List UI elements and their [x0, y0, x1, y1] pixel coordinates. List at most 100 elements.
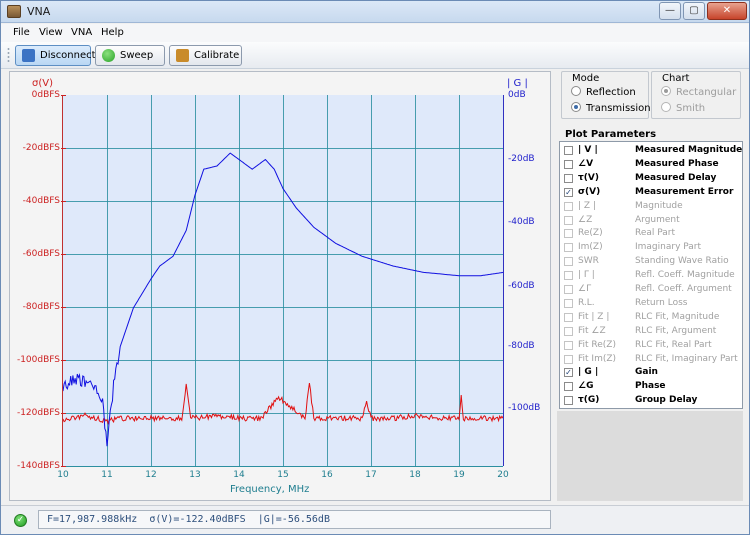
- param-checkbox[interactable]: [564, 355, 573, 364]
- side-panel: Mode Reflection Transmission Chart Recta…: [557, 71, 743, 501]
- close-button[interactable]: ✕: [707, 2, 747, 20]
- param-checkbox[interactable]: [564, 327, 573, 336]
- calibrate-button[interactable]: Calibrate: [169, 45, 242, 66]
- param-checkbox[interactable]: [564, 313, 573, 322]
- param-checkbox[interactable]: ✓: [564, 188, 573, 197]
- minimize-button[interactable]: —: [659, 2, 681, 20]
- param-symbol: | Γ |: [578, 270, 595, 280]
- chart-rectangular-radio[interactable]: Rectangular: [661, 86, 736, 98]
- param-row[interactable]: Fit | Z | RLC Fit, Magnitude: [560, 311, 742, 325]
- param-checkbox[interactable]: [564, 271, 573, 280]
- param-symbol: ∠Γ: [578, 284, 591, 294]
- right-tick-label: 0dB: [508, 90, 526, 100]
- param-checkbox[interactable]: [564, 299, 573, 308]
- param-row[interactable]: ✓ σ(V) Measurement Error: [560, 186, 742, 200]
- param-symbol: σ(V): [578, 187, 600, 197]
- param-row[interactable]: ∠Γ Refl. Coeff. Argument: [560, 283, 742, 297]
- param-label: Standing Wave Ratio: [635, 256, 729, 266]
- param-label: Measured Phase: [635, 159, 719, 169]
- plug-icon: [22, 49, 35, 62]
- x-tick-label: 18: [405, 470, 425, 480]
- x-tick-label: 10: [53, 470, 73, 480]
- param-symbol: τ(V): [578, 173, 599, 183]
- right-tick-label: -40dB: [508, 217, 535, 227]
- title-bar[interactable]: VNA — ▢ ✕: [1, 1, 749, 23]
- sweep-button[interactable]: Sweep: [95, 45, 165, 66]
- param-row[interactable]: τ(G) Group Delay: [560, 394, 742, 408]
- mode-reflection-radio[interactable]: Reflection: [571, 86, 636, 98]
- param-checkbox[interactable]: [564, 229, 573, 238]
- plot-parameters-list[interactable]: | V | Measured Magnitude ∠V Measured Phase τ…: [559, 141, 743, 409]
- menu-view[interactable]: View: [39, 27, 63, 38]
- toolbar: Disconnect Sweep Calibrate: [1, 42, 749, 69]
- param-checkbox[interactable]: [564, 146, 573, 155]
- param-row[interactable]: Fit Im(Z) RLC Fit, Imaginary Part: [560, 353, 742, 367]
- check-icon: ✓: [14, 514, 27, 527]
- param-symbol: | Z |: [578, 201, 596, 211]
- chart-smith-radio[interactable]: Smith: [661, 102, 705, 114]
- param-row[interactable]: ∠Z Argument: [560, 214, 742, 228]
- param-label: Real Part: [635, 228, 675, 238]
- param-checkbox[interactable]: [564, 160, 573, 169]
- param-checkbox[interactable]: [564, 382, 573, 391]
- menu-help[interactable]: Help: [101, 27, 124, 38]
- sweep-icon: [102, 49, 115, 62]
- param-row[interactable]: τ(V) Measured Delay: [560, 172, 742, 186]
- x-axis-title: Frequency, MHz: [230, 484, 309, 495]
- param-row[interactable]: Fit ∠Z RLC Fit, Argument: [560, 325, 742, 339]
- x-tick-label: 14: [229, 470, 249, 480]
- param-checkbox[interactable]: [564, 202, 573, 211]
- param-row[interactable]: Fit Re(Z) RLC Fit, Real Part: [560, 339, 742, 353]
- right-axis-title: | G |: [507, 78, 528, 89]
- param-symbol: Im(Z): [578, 242, 603, 252]
- menu-vna[interactable]: VNA: [71, 27, 92, 38]
- status-bar: ✓ F=17,987.988kHz σ(V)=-122.40dBFS |G|=-…: [1, 505, 749, 534]
- plot-panel[interactable]: σ(V) | G | 0dBFS -20dBFS -40dBFS -60dBFS: [9, 71, 551, 501]
- param-symbol: Re(Z): [578, 228, 603, 238]
- param-checkbox[interactable]: [564, 174, 573, 183]
- param-row[interactable]: ∠G Phase: [560, 380, 742, 394]
- param-checkbox[interactable]: [564, 341, 573, 350]
- param-label: RLC Fit, Real Part: [635, 340, 712, 350]
- toolbar-grip[interactable]: [7, 47, 10, 64]
- left-tick-label: -60dBFS: [23, 249, 60, 259]
- mode-group-title: Mode: [571, 73, 600, 84]
- param-symbol: τ(G): [578, 395, 599, 405]
- param-row[interactable]: ✓ | G | Gain: [560, 366, 742, 380]
- mode-transmission-radio[interactable]: Transmission: [571, 102, 651, 114]
- param-checkbox[interactable]: [564, 257, 573, 266]
- param-label: Phase: [635, 381, 666, 391]
- param-checkbox[interactable]: [564, 285, 573, 294]
- param-row[interactable]: | Z | Magnitude: [560, 200, 742, 214]
- calibrate-label: Calibrate: [194, 50, 239, 61]
- param-symbol: R.L.: [578, 298, 595, 308]
- param-checkbox[interactable]: [564, 216, 573, 225]
- param-label: RLC Fit, Argument: [635, 326, 716, 336]
- param-row[interactable]: Im(Z) Imaginary Part: [560, 241, 742, 255]
- menu-file[interactable]: File: [13, 27, 30, 38]
- mode-group: Mode Reflection Transmission: [561, 71, 649, 119]
- left-axis: [62, 95, 63, 466]
- maximize-button[interactable]: ▢: [683, 2, 705, 20]
- param-row[interactable]: SWR Standing Wave Ratio: [560, 255, 742, 269]
- param-label: Argument: [635, 215, 680, 225]
- param-symbol: ∠V: [578, 159, 593, 169]
- param-row[interactable]: | V | Measured Magnitude: [560, 144, 742, 158]
- status-readout: F=17,987.988kHz σ(V)=-122.40dBFS |G|=-56…: [38, 510, 551, 529]
- param-row[interactable]: Re(Z) Real Part: [560, 227, 742, 241]
- param-row[interactable]: | Γ | Refl. Coeff. Magnitude: [560, 269, 742, 283]
- param-checkbox[interactable]: [564, 396, 573, 405]
- param-symbol: Fit | Z |: [578, 312, 609, 322]
- param-row[interactable]: R.L. Return Loss: [560, 297, 742, 311]
- side-empty-area: [557, 411, 743, 501]
- x-tick-label: 15: [273, 470, 293, 480]
- disconnect-button[interactable]: Disconnect: [15, 45, 91, 66]
- param-checkbox[interactable]: ✓: [564, 368, 573, 377]
- param-label: Imaginary Part: [635, 242, 701, 252]
- param-checkbox[interactable]: [564, 243, 573, 252]
- param-row[interactable]: ∠V Measured Phase: [560, 158, 742, 172]
- radio-indicator: [661, 86, 671, 96]
- radio-indicator: [661, 102, 671, 112]
- app-icon: [7, 5, 21, 18]
